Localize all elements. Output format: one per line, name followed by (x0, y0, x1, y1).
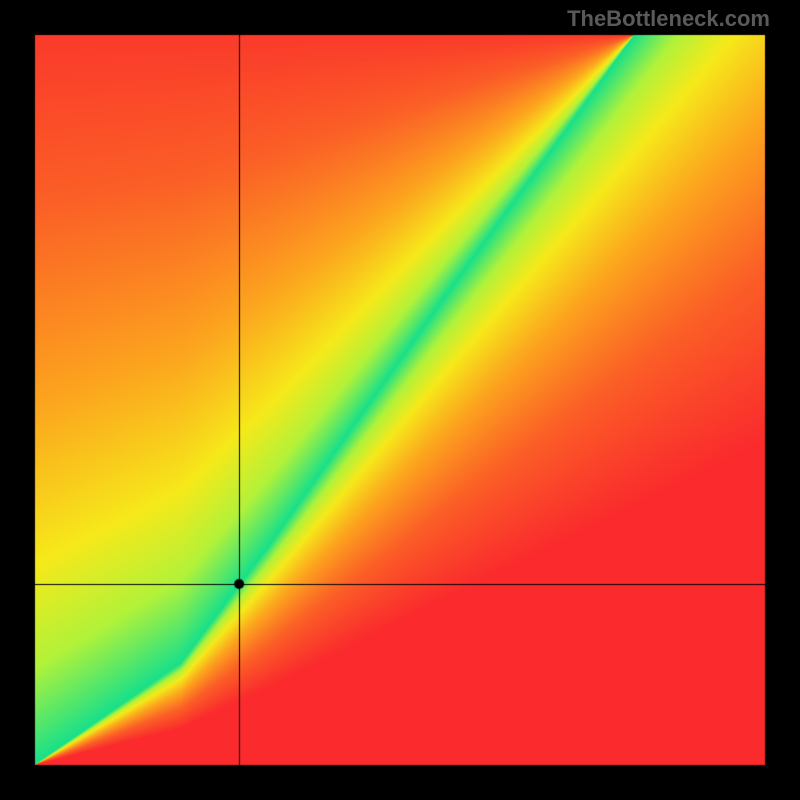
heatmap-canvas (0, 0, 800, 800)
watermark-text: TheBottleneck.com (567, 6, 770, 32)
chart-container: TheBottleneck.com (0, 0, 800, 800)
